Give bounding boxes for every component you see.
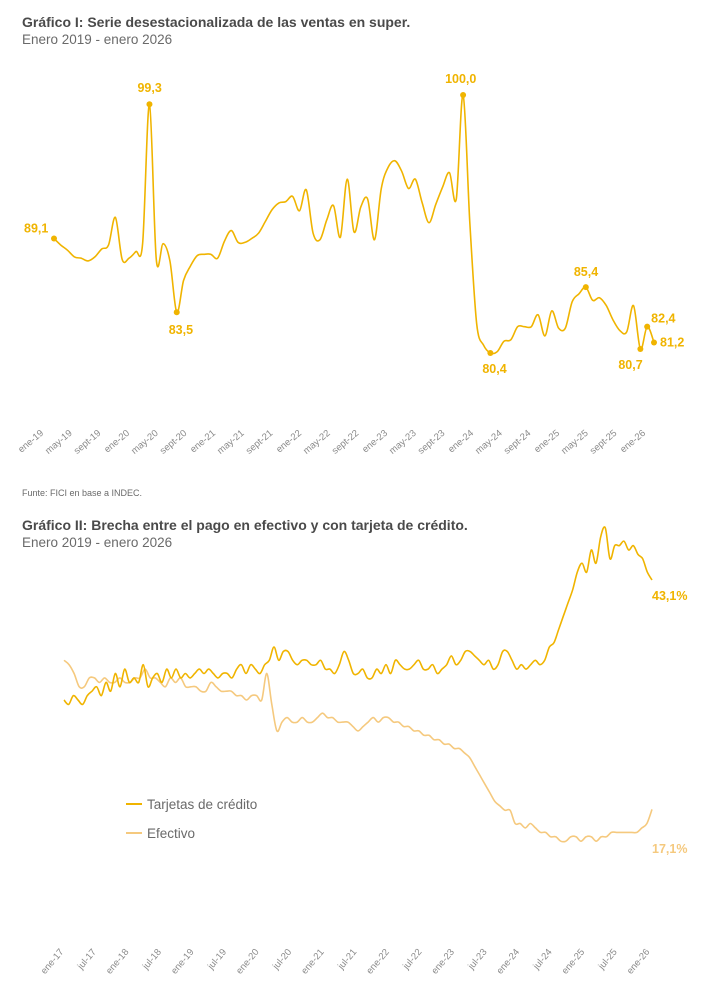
chart2-x-tick: ene-23	[430, 947, 457, 977]
chart2-title: Gráfico II: Brecha entre el pago en efec…	[22, 517, 468, 533]
chart1-annotation-label: 85,4	[574, 265, 598, 279]
chart2-tarjetas-line	[63, 526, 653, 706]
chart1-annotation-label: 80,7	[618, 358, 642, 372]
chart2-x-tick: ene-19	[169, 947, 196, 977]
chart1-annotation-point	[644, 323, 651, 330]
chart1-annotation-point	[582, 284, 589, 291]
chart2-x-tick: jul-20	[270, 947, 294, 973]
chart2-x-tick: ene-17	[39, 947, 66, 977]
chart1-plot: ene-19may-19sept-19ene-20may-20sept-20en…	[16, 72, 684, 457]
chart2-end-label-efectivo: 17,1%	[652, 842, 687, 856]
chart2-x-tick: ene-25	[560, 947, 587, 977]
chart2-x-tick: ene-26	[625, 947, 652, 977]
chart1-title: Gráfico I: Serie desestacionalizada de l…	[22, 14, 411, 30]
chart2-subtitle: Enero 2019 - enero 2026	[22, 535, 173, 550]
chart2-x-tick: jul-22	[400, 947, 424, 973]
chart1-annotation-point	[637, 346, 644, 353]
chart2-x-tick: jul-17	[75, 947, 99, 973]
chart2-x-tick: jul-21	[335, 947, 359, 973]
chart2-end-label-tarjetas: 43,1%	[652, 589, 687, 603]
chart1-annotation-label: 89,1	[24, 221, 48, 235]
chart2-x-tick: jul-25	[596, 947, 620, 973]
chart1-annotation-label: 99,3	[137, 81, 161, 95]
chart1-annotation-label: 100,0	[445, 72, 476, 86]
chart2-efectivo-line	[63, 659, 653, 843]
chart2-x-tick: jul-23	[466, 947, 490, 973]
chart1-annotation-label: 82,4	[651, 312, 675, 326]
chart1-source: Funte: FICI en base a INDEC.	[22, 488, 143, 498]
chart1-annotation-label: 80,4	[482, 362, 506, 376]
chart1-annotation-point	[146, 101, 153, 108]
chart1-subtitle: Enero 2019 - enero 2026	[22, 32, 173, 47]
chart1-annotation-label: 83,5	[169, 323, 193, 337]
chart2-x-tick: ene-24	[495, 947, 522, 977]
chart1-annotation-label: 81,2	[660, 335, 684, 349]
chart2-x-tick: jul-19	[205, 947, 229, 973]
chart1-annotation-point	[460, 92, 467, 98]
chart2-x-tick: ene-18	[104, 947, 131, 977]
chart1-annotation-point	[487, 350, 494, 356]
chart2-x-tick: jul-24	[531, 947, 555, 973]
chart2-x-tick: ene-20	[234, 947, 261, 977]
chart2-x-tick: jul-18	[140, 947, 164, 973]
chart1-annotation-point	[51, 235, 57, 242]
chart1-annotation-point	[651, 339, 657, 346]
chart2-x-tick: ene-21	[299, 947, 326, 977]
chart2-legend-label-tarjetas: Tarjetas de crédito	[147, 797, 257, 812]
chart2-x-tick: ene-22	[364, 947, 391, 977]
chart2-legend-label-efectivo: Efectivo	[147, 826, 195, 841]
chart1-series-line	[53, 94, 655, 355]
chart1-annotation-point	[173, 309, 180, 316]
